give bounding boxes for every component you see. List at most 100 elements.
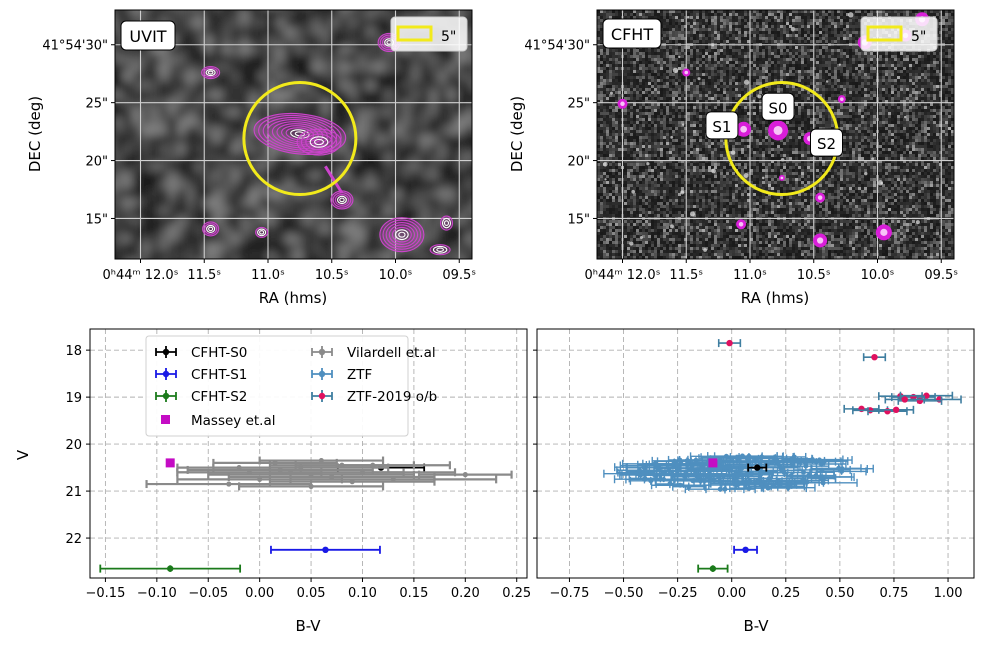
data-point-ztf2019: [862, 353, 887, 362]
source-marker: [768, 120, 789, 141]
cmdL-xtick-label: −0.05: [188, 586, 228, 601]
data-point-s0: [747, 463, 768, 472]
cmdR-xtick-label: 0.00: [717, 586, 746, 601]
data-point-ztf: [650, 481, 710, 490]
data-point-ztf: [774, 480, 805, 489]
legend-label: ZTF: [347, 367, 372, 383]
data-point-ztf: [781, 452, 807, 462]
data-point-ztf: [815, 464, 862, 473]
source-marker: [736, 121, 752, 137]
cmdL-ytick-label: 21: [65, 485, 82, 500]
cfht-scale-legend: 5": [860, 16, 938, 52]
cfht-source-labels: S0 S1 S2: [705, 92, 843, 157]
legend-marker-icon: [161, 415, 170, 424]
cmdL-ytick-label: 18: [65, 344, 82, 359]
data-point-ztf2019: [878, 405, 915, 414]
source-contour: [429, 244, 451, 256]
legend-label: CFHT-S2: [191, 389, 247, 405]
cmdR-xtick-label: 0.25: [771, 586, 800, 601]
cfht-xtick-label: 0ʰ44ᵐ 12.0ˢ: [584, 268, 660, 283]
cmdL-ytick-label: 19: [65, 391, 82, 406]
legend-item-ztf: ZTF: [311, 367, 372, 383]
uvit-ylabel: DEC (deg): [26, 96, 44, 172]
data-point-ztf2019: [717, 339, 742, 348]
source-marker: [875, 224, 892, 241]
series-s0: [747, 463, 768, 472]
data-point-ztf: [672, 482, 706, 491]
legend-marker-icon: [311, 368, 333, 380]
data-point-ztf2019: [884, 395, 926, 404]
cmdL-ytick-label: 20: [65, 438, 82, 453]
source-marker: [837, 95, 846, 104]
cmdL-xtick-label: 0.05: [297, 586, 326, 601]
uvit-image-panel: 0ʰ44ᵐ 12.0ˢ 11.5ˢ 11.0ˢ 10.5ˢ 10.0ˢ 09.5ˢ 41°5…: [26, 9, 476, 307]
data-point-s1: [270, 545, 381, 554]
source-contour: [439, 215, 454, 231]
cmd-left-xlabel: B-V: [295, 617, 321, 635]
source-marker: [736, 219, 747, 230]
cmd-right-data: [603, 339, 962, 573]
series-s2: [697, 564, 729, 573]
cfht-ytick-label: 41°54'30": [524, 39, 590, 54]
source-marker: [682, 68, 691, 77]
data-point-s2: [697, 564, 729, 573]
cfht-xtick-label: 09.5ˢ: [924, 268, 958, 283]
cmdL-xtick-label: 0.10: [348, 586, 377, 601]
source-label-s2: S2: [810, 128, 843, 157]
cfht-ytick-label: 25": [567, 97, 590, 112]
data-point-ztf: [705, 484, 745, 494]
cmdL-xtick-label: 0.25: [502, 586, 531, 601]
cfht-xlabel: RA (hms): [741, 289, 809, 307]
cmdL-xtick-label: 0.00: [245, 586, 274, 601]
cfht-ytick-label: 15": [567, 212, 590, 227]
svg-text:5": 5": [441, 29, 456, 45]
legend-marker-icon: [311, 346, 333, 358]
data-point-vilardell: [227, 472, 436, 481]
uvit-xlabel: RA (hms): [259, 289, 327, 307]
legend-label: CFHT-S1: [191, 367, 247, 383]
cmd-right-axis-ticks: −0.75 −0.50 −0.25 0.00 0.25 0.50 0.75 1.00: [533, 349, 963, 601]
legend-label: CFHT-S0: [191, 345, 247, 361]
legend-item-s0: CFHT-S0: [155, 345, 247, 361]
target-contour-tail: [324, 165, 344, 194]
svg-text:UVIT: UVIT: [129, 27, 166, 46]
legend-item-s1: CFHT-S1: [155, 367, 247, 383]
cfht-xtick-label: 11.0ˢ: [733, 268, 767, 283]
data-point-ztf: [663, 469, 728, 479]
source-marker: [813, 233, 828, 248]
legend-marker-icon: [155, 368, 177, 380]
cfht-xtick-label: 10.5ˢ: [797, 268, 831, 283]
data-point-vilardell: [212, 458, 338, 467]
legend-label: ZTF-2019 o/b: [347, 389, 437, 405]
uvit-ytick-label: 15": [85, 212, 108, 227]
cmdR-xtick-label: 0.75: [879, 586, 908, 601]
legend-item-massey: Massey et.al: [161, 413, 276, 429]
target-contour-lobe: [296, 128, 342, 156]
uvit-xtick-label: 09.5ˢ: [442, 268, 476, 283]
cmdR-xtick-label: −0.50: [604, 586, 644, 601]
cfht-axis-ticks: 0ʰ44ᵐ 12.0ˢ 11.5ˢ 11.0ˢ 10.5ˢ 10.0ˢ 09.5ˢ 41°5…: [524, 39, 958, 283]
legend-marker-icon: [155, 390, 177, 402]
cmdR-xtick-label: −0.25: [658, 586, 698, 601]
cmdR-xtick-label: 0.50: [825, 586, 854, 601]
legend-marker-icon: [155, 346, 177, 358]
legend-label: Vilardell et.al: [347, 345, 436, 361]
uvit-aperture-circle: [242, 81, 358, 197]
source-marker: [815, 192, 826, 203]
cmd-left-plot: −0.15 −0.10 −0.05 0.00 0.05 0.10 0.15 0.20 0.25 1…: [14, 328, 531, 635]
cmd-right-plot: −0.75 −0.50 −0.25 0.00 0.25 0.50 0.75 1.00 B-V: [533, 328, 975, 635]
legend-label: Massey et.al: [191, 413, 276, 429]
series-massey: [708, 458, 718, 468]
series-ztf: [603, 452, 874, 494]
legend-item-ztf2019: ZTF-2019 o/b: [311, 389, 437, 405]
source-label-s1: S1: [705, 111, 739, 140]
data-point-ztf: [758, 468, 811, 478]
uvit-ytick-label: 20": [85, 155, 108, 170]
legend-marker-icon: [311, 390, 333, 402]
legend-item-s2: CFHT-S2: [155, 389, 247, 405]
cmd-left-axis-ticks: −0.15 −0.10 −0.05 0.00 0.05 0.10 0.15 0.20 0.25 1…: [65, 344, 531, 601]
cmdL-ytick-label: 22: [65, 532, 82, 547]
data-point-ztf: [747, 474, 773, 483]
cfht-panel-label: CFHT: [602, 18, 662, 49]
